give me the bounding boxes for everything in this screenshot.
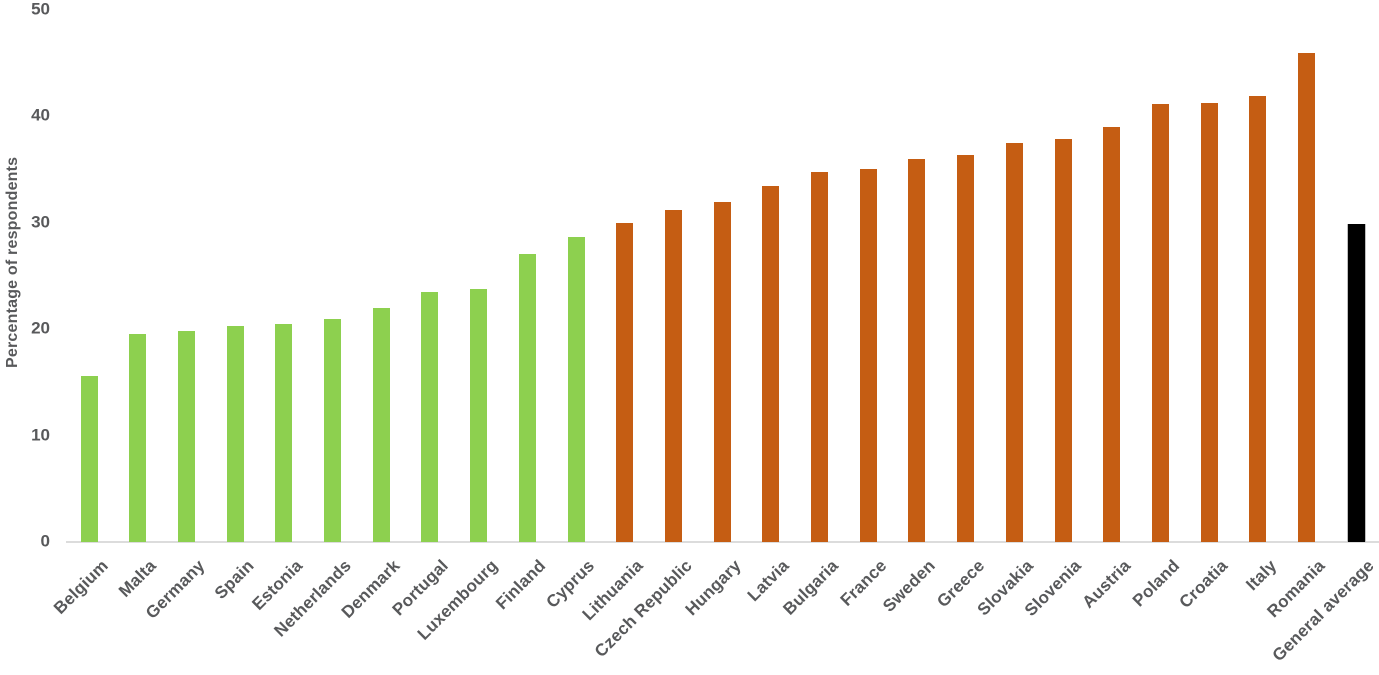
y-tick-label-50: 50	[31, 0, 50, 19]
bar-latvia	[762, 186, 780, 542]
y-tick-label-30: 30	[31, 212, 50, 232]
x-label-belgium: Belgium	[49, 556, 112, 618]
bar-spain	[226, 325, 244, 542]
x-label-sweden: Sweden	[879, 556, 940, 616]
y-tick-label-40: 40	[31, 105, 50, 125]
bar-romania	[1298, 53, 1315, 542]
bar-luxembourg	[470, 288, 488, 542]
bar-portugal	[421, 291, 439, 542]
x-label-poland: Poland	[1128, 556, 1183, 611]
bar-sweden	[908, 158, 926, 542]
bar-lithuania	[616, 222, 634, 542]
bar-malta	[129, 334, 147, 542]
y-tick-label-10: 10	[31, 425, 50, 445]
bar-belgium	[80, 375, 98, 542]
bar-poland	[1151, 104, 1169, 542]
bar-croatia	[1200, 103, 1218, 542]
bar-bulgaria	[811, 172, 828, 542]
y-tick-label-0: 0	[40, 531, 50, 551]
x-label-malta: Malta	[115, 556, 161, 601]
x-label-italy: Italy	[1242, 556, 1281, 595]
bar-denmark	[372, 307, 390, 542]
x-label-croatia: Croatia	[1175, 556, 1232, 612]
bar-austria	[1103, 126, 1121, 542]
bar-czech-republic	[664, 209, 682, 542]
x-label-austria: Austria	[1078, 556, 1135, 612]
bar-cyprus	[567, 237, 585, 542]
bar-greece	[957, 155, 975, 542]
bar-france	[859, 169, 877, 542]
bar-hungary	[713, 202, 731, 542]
bar-germany	[177, 331, 195, 542]
bar-netherlands	[324, 319, 341, 542]
bar-italy	[1249, 95, 1267, 542]
bar-slovenia	[1054, 139, 1072, 542]
x-axis-line	[66, 541, 1379, 543]
bar-finland	[518, 254, 536, 542]
bar-estonia	[275, 323, 293, 542]
bar-general-average	[1346, 223, 1366, 542]
bar-slovakia	[1005, 142, 1023, 542]
y-tick-label-20: 20	[31, 318, 50, 338]
x-label-finland: Finland	[492, 556, 550, 614]
